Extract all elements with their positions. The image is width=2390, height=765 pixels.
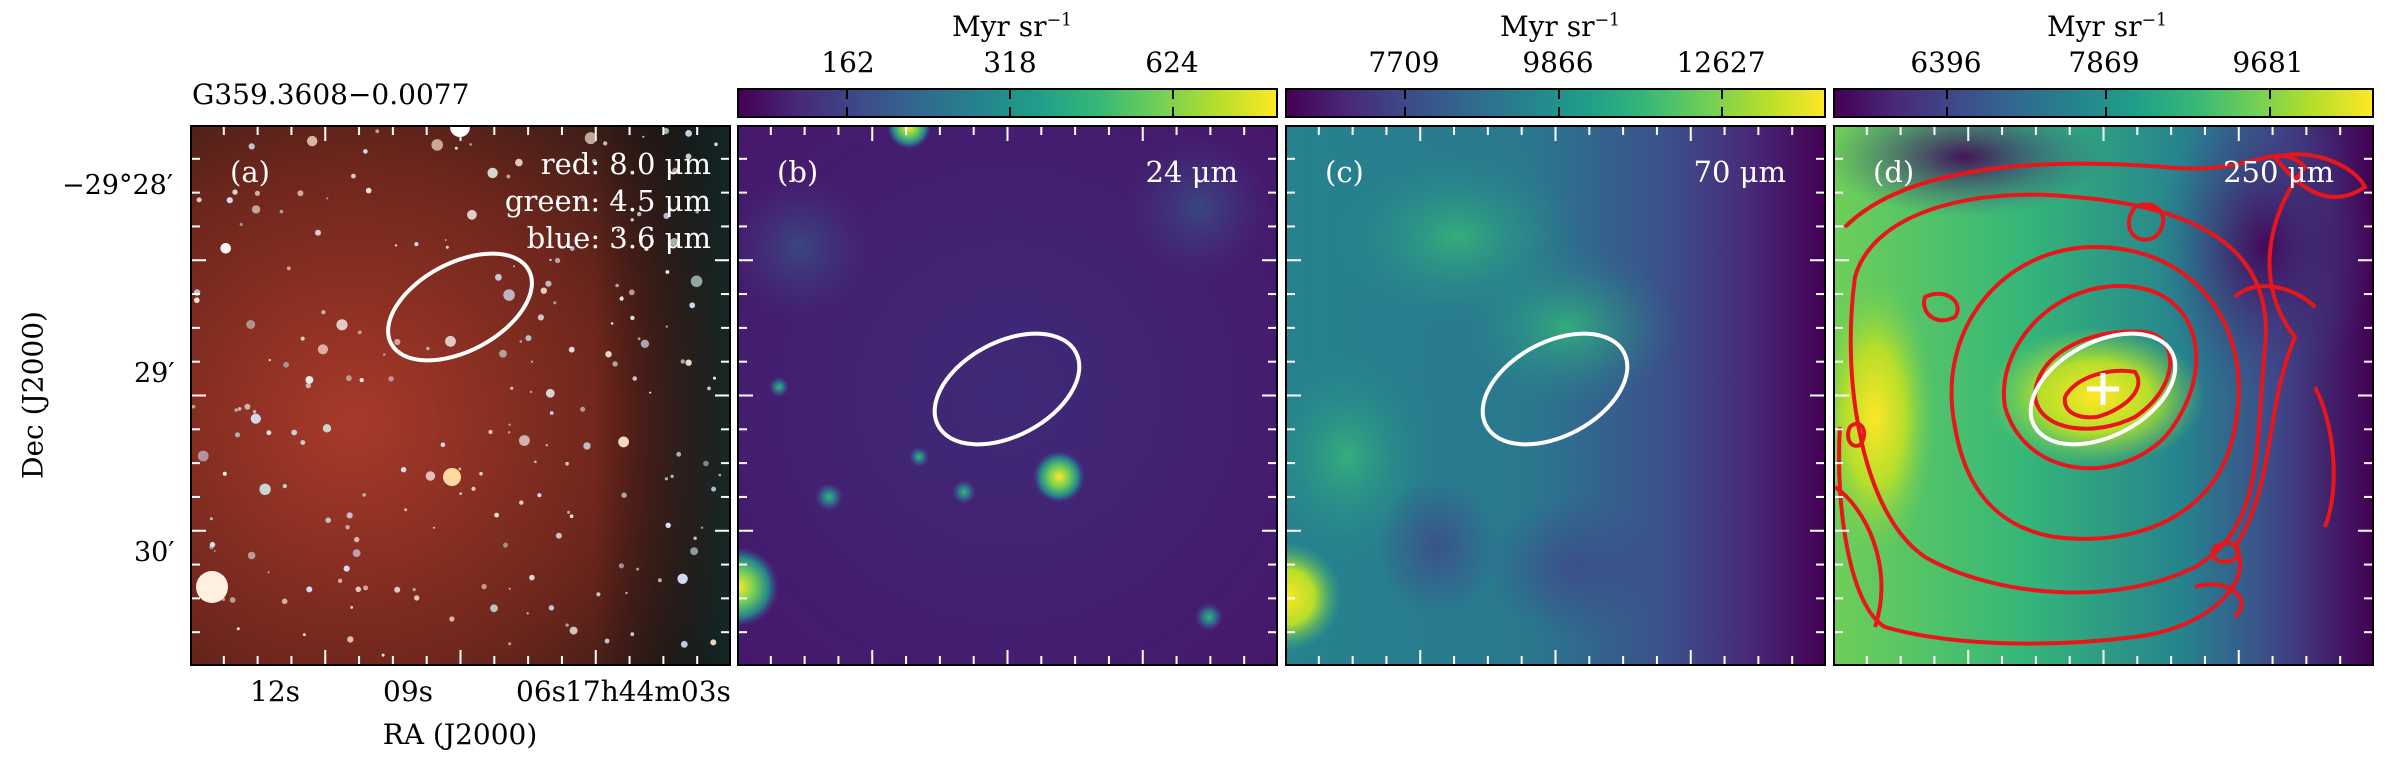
ytick-label: −29°28′ <box>62 170 173 201</box>
panel-b-tag: (b) <box>777 155 819 189</box>
panel-a-band-blue: blue: 3.6 μm <box>526 221 711 255</box>
xtick-label: 06s <box>516 675 566 708</box>
panel-a-band-red: red: 8.0 μm <box>540 147 711 181</box>
colorbar-d-tick: 6396 <box>1910 46 1982 79</box>
xtick-label: 12s <box>250 675 300 708</box>
colorbar-b-tick: 162 <box>821 46 875 79</box>
colorbar-c-tick: 12627 <box>1676 46 1766 79</box>
colorbar-b-tick: 318 <box>983 46 1037 79</box>
colorbar-unit-d: Myr sr−1 <box>2046 10 2168 43</box>
panel-a-band-green: green: 4.5 μm <box>504 184 711 218</box>
colorbar-d <box>1833 88 2374 118</box>
colorbar-c-tick: 9866 <box>1522 46 1594 79</box>
colorbar-unit-c: Myr sr−1 <box>1499 10 1621 43</box>
panel-c-band: 70 μm <box>1693 155 1786 189</box>
ytick-label: 29′ <box>134 358 175 389</box>
panel-c-tag: (c) <box>1325 155 1364 189</box>
panel-d-band: 250 μm <box>2223 155 2334 189</box>
ytick-label: 30′ <box>134 537 175 568</box>
colorbar-c-tick: 7709 <box>1368 46 1440 79</box>
panel-d-tag: (d) <box>1873 155 1915 189</box>
colorbar-unit-b: Myr sr−1 <box>951 10 1073 43</box>
panel-c-70um-image: (c) 70 μm <box>1285 125 1826 666</box>
panel-b-24um-image: (b) 24 μm <box>737 125 1278 666</box>
xtick-label: 09s <box>383 675 433 708</box>
panel-a-rgb-image: (a) red: 8.0 μm green: 4.5 μm blue: 3.6 … <box>190 125 731 666</box>
colorbar-b <box>737 88 1278 118</box>
xtick-label: 17h44m03s <box>565 675 731 708</box>
panel-d-250um-image: (d) 250 μm <box>1833 125 2374 666</box>
x-axis-label: RA (J2000) <box>382 718 538 751</box>
panel-b-band: 24 μm <box>1145 155 1238 189</box>
y-axis-label: Dec (J2000) <box>16 311 50 479</box>
panel-a-tag: (a) <box>230 155 270 189</box>
colorbar-d-tick: 7869 <box>2068 46 2140 79</box>
source-name: G359.3608−0.0077 <box>192 78 470 111</box>
colorbar-d-tick: 9681 <box>2232 46 2304 79</box>
colorbar-c <box>1285 88 1826 118</box>
colorbar-b-tick: 624 <box>1145 46 1199 79</box>
